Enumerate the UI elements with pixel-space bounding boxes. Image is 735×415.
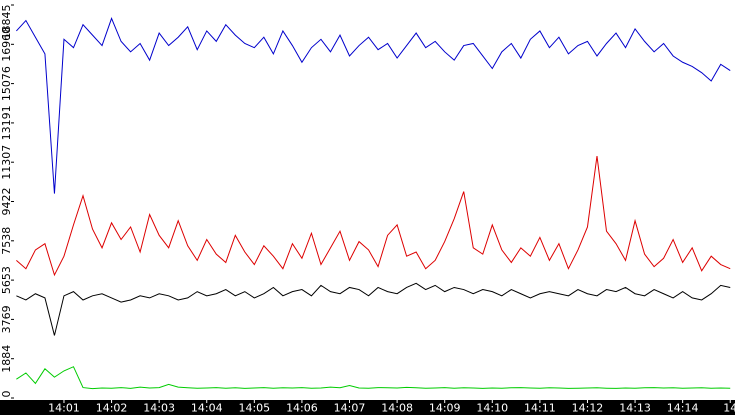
x-tick-label: 14:08 (381, 402, 413, 415)
x-tick-label: 14:06 (286, 402, 318, 415)
series-line (16, 156, 731, 277)
x-tick-label: 14:02 (96, 402, 128, 415)
y-tick-label: 16960 (0, 27, 13, 62)
x-tick-label: 14:05 (238, 402, 270, 415)
y-tick-label: 18845 (0, 5, 13, 40)
y-tick-label: 13191 (0, 105, 13, 140)
y-tick-label: 7538 (0, 227, 13, 255)
y-tick-label: 5653 (0, 266, 13, 294)
x-tick-label: 14:10 (476, 402, 508, 415)
x-axis-strip (0, 400, 735, 415)
x-tick-label: 14:01 (48, 402, 80, 415)
x-tick-label: 14:07 (334, 402, 366, 415)
x-tick-label: 14:11 (524, 402, 556, 415)
x-tick-label: 14:09 (429, 402, 461, 415)
y-tick-label: 0 (0, 391, 13, 398)
y-tick-label: 15076 (0, 66, 13, 101)
y-tick-label: 1884 (0, 345, 13, 373)
x-tick-label: 14:13 (619, 402, 651, 415)
series-line (16, 17, 731, 194)
x-tick-label: 14:04 (191, 402, 223, 415)
x-tick-label: 14 (723, 402, 735, 415)
x-tick-label: 14:03 (143, 402, 175, 415)
y-tick-label: 3769 (0, 305, 13, 333)
x-tick-label: 14:14 (667, 402, 699, 415)
series-line (16, 282, 731, 336)
x-tick-label: 14:12 (572, 402, 604, 415)
y-tick-label: 9422 (0, 188, 13, 216)
y-tick-label: 11307 (0, 145, 13, 180)
series-line (16, 366, 731, 390)
